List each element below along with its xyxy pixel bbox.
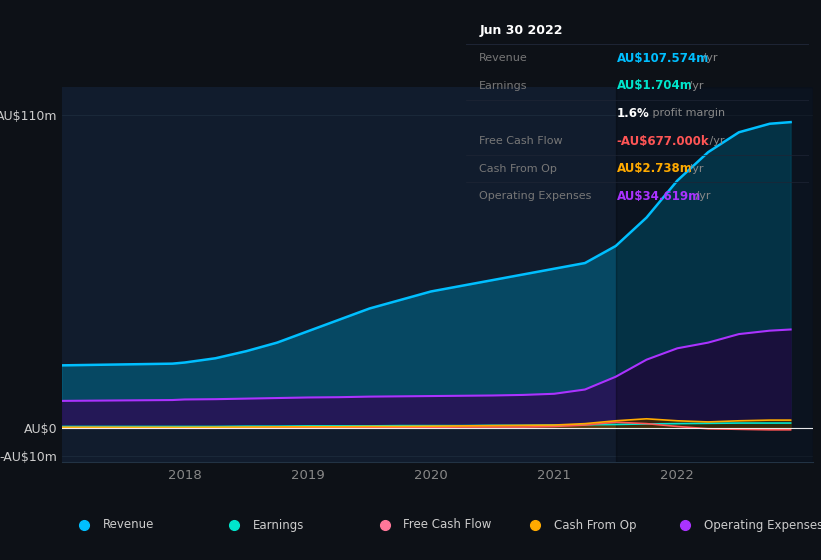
Text: Free Cash Flow: Free Cash Flow bbox=[403, 519, 492, 531]
Text: /yr: /yr bbox=[706, 136, 725, 146]
Text: /yr: /yr bbox=[685, 164, 704, 174]
Text: AU$107.574m: AU$107.574m bbox=[617, 52, 709, 65]
Text: /yr: /yr bbox=[699, 53, 718, 63]
Text: -AU$677.000k: -AU$677.000k bbox=[617, 134, 709, 147]
Text: profit margin: profit margin bbox=[649, 109, 725, 118]
Text: AU$34.619m: AU$34.619m bbox=[617, 190, 701, 203]
Text: Cash From Op: Cash From Op bbox=[553, 519, 636, 531]
Text: Cash From Op: Cash From Op bbox=[479, 164, 557, 174]
Bar bbox=[616, 87, 813, 462]
Text: 1.6%: 1.6% bbox=[617, 107, 649, 120]
Text: AU$2.738m: AU$2.738m bbox=[617, 162, 692, 175]
Text: Operating Expenses: Operating Expenses bbox=[479, 191, 592, 201]
Text: Earnings: Earnings bbox=[253, 519, 305, 531]
Text: Operating Expenses: Operating Expenses bbox=[704, 519, 821, 531]
Text: AU$1.704m: AU$1.704m bbox=[617, 80, 692, 92]
Text: Revenue: Revenue bbox=[103, 519, 154, 531]
Text: /yr: /yr bbox=[685, 81, 704, 91]
Text: Jun 30 2022: Jun 30 2022 bbox=[479, 24, 562, 37]
Text: Free Cash Flow: Free Cash Flow bbox=[479, 136, 563, 146]
Text: Revenue: Revenue bbox=[479, 53, 528, 63]
Text: /yr: /yr bbox=[692, 191, 710, 201]
Text: Earnings: Earnings bbox=[479, 81, 528, 91]
